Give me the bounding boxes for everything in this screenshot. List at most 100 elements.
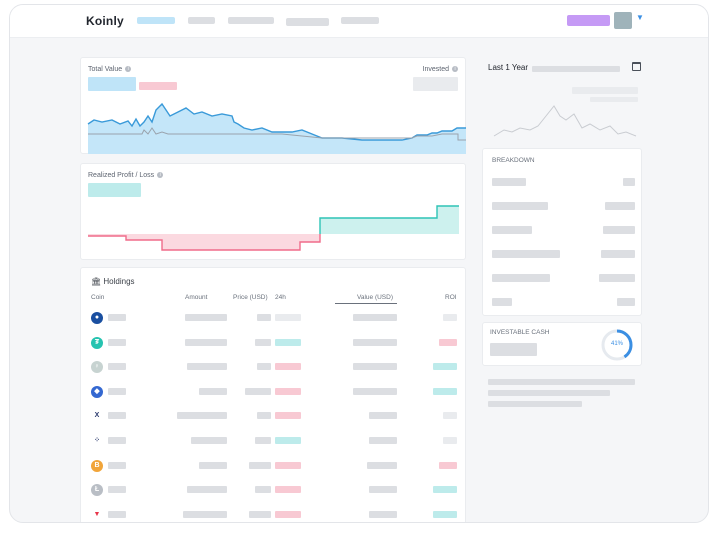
amount-cell: [177, 412, 227, 420]
realized-pl-label: Realized Profit / Loss: [88, 172, 155, 179]
calendar-icon[interactable]: [632, 62, 641, 71]
realized-pl-chart: [88, 205, 459, 251]
change-cell: [275, 510, 301, 518]
invested-amount: [413, 77, 458, 91]
info-icon[interactable]: i: [125, 66, 132, 72]
breakdown-label: [492, 226, 532, 234]
nav-item-4[interactable]: [286, 18, 329, 26]
period-subvalue: [590, 97, 638, 102]
nav-item-3[interactable]: [228, 17, 274, 24]
breakdown-value: [623, 178, 635, 186]
value-sort-underline: [335, 303, 397, 304]
app-logo[interactable]: Koinly: [86, 14, 124, 28]
total-value-card: Total Value i Invested i: [80, 57, 466, 154]
value-cell: [369, 510, 397, 518]
realized-pl-card: Realized Profit / Loss i: [80, 163, 466, 260]
price-cell: [255, 437, 271, 444]
col-coin[interactable]: Coin: [91, 294, 105, 301]
coin-name: [108, 461, 126, 469]
realized-pl-amount: [88, 183, 141, 197]
breakdown-value: [617, 298, 635, 306]
table-row[interactable]: ●: [81, 306, 465, 330]
breakdown-card: BREAKDOWN: [482, 148, 642, 316]
note-line-3: [488, 401, 582, 407]
bitcoin-dark-icon: ●: [91, 312, 103, 324]
amount-cell: [187, 486, 227, 494]
coin-name: [108, 338, 126, 346]
info-icon[interactable]: i: [157, 172, 164, 178]
top-navigation-bar: Koinly ▼: [10, 5, 708, 38]
amount-cell: [185, 338, 227, 346]
table-row[interactable]: ♀: [81, 355, 465, 379]
breakdown-title: BREAKDOWN: [492, 157, 535, 164]
change-cell: [275, 387, 301, 395]
col-value[interactable]: Value (USD): [357, 294, 394, 301]
value-cell: [353, 387, 397, 395]
nav-item-2[interactable]: [188, 17, 215, 24]
table-row[interactable]: X: [81, 404, 465, 428]
change-cell: [275, 314, 301, 321]
price-cell: [255, 338, 271, 346]
period-card: Last 1 Year: [482, 57, 648, 142]
invested-label: Invested: [422, 66, 449, 73]
change-cell: [275, 461, 301, 469]
value-cell: [369, 437, 397, 444]
price-cell: [255, 486, 271, 494]
breakdown-label: [492, 298, 512, 306]
balloon-icon: ♀: [91, 361, 103, 374]
nav-item-5[interactable]: [341, 17, 379, 24]
app-window: Koinly ▼ Total Value i Invested i Realized…: [9, 4, 709, 523]
note-line-2: [488, 390, 610, 396]
investable-cash-title: INVESTABLE CASH: [490, 329, 550, 336]
value-cell: [353, 338, 397, 346]
avatar[interactable]: [614, 12, 632, 29]
amount-cell: [187, 363, 227, 371]
value-cell: [353, 363, 397, 371]
plan-badge[interactable]: [567, 15, 610, 26]
amount-cell: [185, 314, 227, 321]
period-value: [572, 87, 638, 94]
table-row[interactable]: ⁘: [81, 429, 465, 453]
col-price[interactable]: Price (USD): [233, 294, 268, 301]
table-row[interactable]: ◆: [81, 380, 465, 404]
table-row[interactable]: Ł: [81, 478, 465, 502]
col-amount[interactable]: Amount: [185, 294, 208, 301]
total-value-change: [139, 82, 177, 90]
amount-cell: [183, 510, 227, 518]
period-label[interactable]: Last 1 Year: [488, 63, 529, 72]
period-range[interactable]: [532, 66, 620, 72]
col-24h[interactable]: 24h: [275, 294, 286, 301]
coin-name: [108, 387, 126, 395]
price-cell: [249, 510, 271, 518]
breakdown-label: [492, 250, 560, 258]
breakdown-value: [603, 226, 635, 234]
col-roi[interactable]: ROI: [445, 294, 457, 301]
coin-name: [108, 437, 126, 444]
investable-cash-amount: [490, 343, 537, 356]
coin-name: [108, 486, 126, 494]
info-icon[interactable]: i: [452, 66, 458, 72]
table-row[interactable]: B: [81, 454, 465, 478]
holdings-title: Holdings: [103, 277, 135, 286]
table-row[interactable]: ▼: [81, 503, 465, 522]
breakdown-value: [605, 202, 635, 210]
change-cell: [275, 437, 301, 444]
investable-cash-gauge: [601, 329, 633, 361]
change-cell: [275, 338, 301, 346]
roi-cell: [433, 387, 457, 395]
price-cell: [257, 363, 271, 371]
roi-cell: [433, 363, 457, 371]
x-token-icon: X: [91, 410, 103, 423]
total-value-amount: [88, 77, 136, 91]
price-cell: [257, 412, 271, 420]
table-row[interactable]: ₮: [81, 331, 465, 355]
breakdown-value: [599, 274, 635, 282]
litecoin-icon: Ł: [91, 484, 103, 497]
nav-item-dashboard[interactable]: [137, 17, 175, 24]
price-cell: [257, 314, 271, 321]
dots-token-icon: ⁘: [91, 435, 103, 447]
profit-area: [320, 206, 459, 234]
coin-name: [108, 363, 126, 371]
chevron-down-icon[interactable]: ▼: [636, 13, 644, 22]
holdings-card: 🏛 Holdings Coin Amount Price (USD) 24h V…: [80, 267, 466, 522]
